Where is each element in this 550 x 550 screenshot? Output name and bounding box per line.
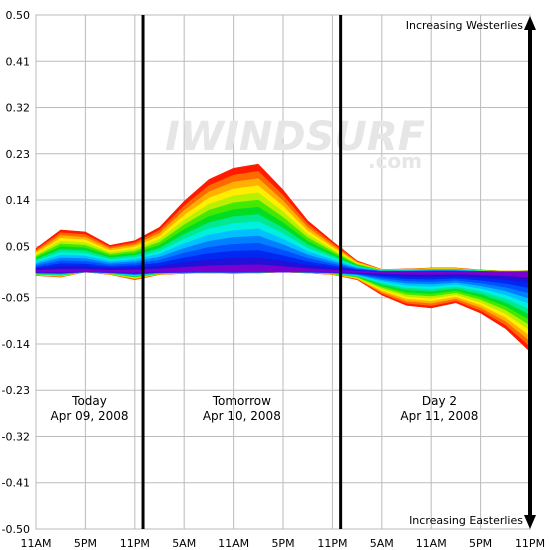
annotation-bottom: Increasing Easterlies xyxy=(409,514,523,527)
watermark-sub: .com xyxy=(368,149,422,173)
day-name: Today xyxy=(71,394,107,408)
y-tick-label: 0.14 xyxy=(6,194,31,207)
x-tick-label: 5PM xyxy=(469,537,492,550)
y-tick-label: -0.14 xyxy=(2,338,30,351)
y-axis: 0.50 0.41 0.32 0.23 0.14 0.05 -0.05 -0.14 -0.23 -… xyxy=(2,9,30,536)
y-tick-label: -0.23 xyxy=(2,384,30,397)
x-tick-label: 11PM xyxy=(317,537,347,550)
x-tick-label: 11AM xyxy=(218,537,249,550)
y-tick-label: -0.32 xyxy=(2,430,30,443)
direction-arrow-up-head xyxy=(524,16,536,30)
x-tick-label: 5AM xyxy=(172,537,196,550)
day-date: Apr 11, 2008 xyxy=(400,409,478,423)
x-tick-label: 11AM xyxy=(20,537,51,550)
y-tick-label: 0.50 xyxy=(6,9,31,22)
day-dividers xyxy=(141,15,343,529)
x-tick-label: 5PM xyxy=(271,537,294,550)
day-date: Apr 10, 2008 xyxy=(203,409,281,423)
x-tick-label: 11PM xyxy=(120,537,150,550)
y-tick-label: 0.23 xyxy=(6,148,31,161)
y-tick-label: -0.05 xyxy=(2,292,30,305)
direction-arrow-down-head xyxy=(524,515,536,529)
day-name: Tomorrow xyxy=(212,394,271,408)
x-tick-label: 11PM xyxy=(515,537,545,550)
x-axis: 11AM 5PM 11PM 5AM 11AM 5PM 11PM 5AM 11AM 5PM 11PM xyxy=(20,537,545,550)
x-tick-label: 5AM xyxy=(370,537,394,550)
y-tick-label: 0.05 xyxy=(6,240,31,253)
x-tick-label: 11AM xyxy=(416,537,447,550)
annotations: Increasing Westerlies Increasing Easterl… xyxy=(406,16,536,529)
y-tick-label: -0.41 xyxy=(2,477,30,490)
watermark-main: IWINDSURF xyxy=(165,114,425,160)
day-name: Day 2 xyxy=(422,394,457,408)
annotation-top: Increasing Westerlies xyxy=(406,19,524,32)
wind-bands xyxy=(35,163,531,353)
y-tick-label: 0.32 xyxy=(6,102,31,115)
watermark: IWINDSURF .com xyxy=(165,114,425,173)
y-tick-label: 0.41 xyxy=(6,55,31,68)
x-tick-label: 5PM xyxy=(74,537,97,550)
day-date: Apr 09, 2008 xyxy=(51,409,129,423)
y-tick-label: -0.50 xyxy=(2,523,30,536)
